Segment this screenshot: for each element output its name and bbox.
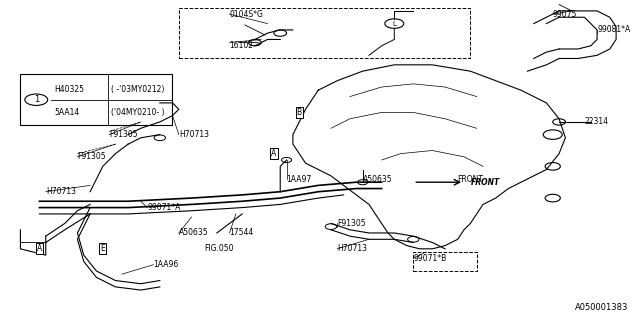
Text: A: A (271, 149, 276, 158)
Text: F91305: F91305 (109, 130, 138, 139)
Text: H70713: H70713 (337, 244, 367, 253)
Text: A: A (36, 244, 42, 253)
Text: ( -'03MY0212): ( -'03MY0212) (111, 85, 164, 94)
Bar (413, 252, 477, 271)
Text: 22314: 22314 (584, 117, 609, 126)
Text: ('04MY0210- ): ('04MY0210- ) (111, 108, 164, 117)
Text: 5AA14: 5AA14 (54, 108, 79, 117)
Text: 99081*A: 99081*A (597, 25, 630, 35)
Text: H70713: H70713 (45, 187, 76, 196)
Text: H40325: H40325 (54, 85, 84, 94)
Text: F91305: F91305 (337, 219, 366, 228)
Text: FRONT: FRONT (458, 174, 484, 184)
Text: 99071*B: 99071*B (413, 254, 447, 263)
Text: B: B (297, 108, 302, 117)
Text: H70713: H70713 (179, 130, 209, 139)
Text: L: L (392, 20, 396, 27)
Text: E: E (100, 244, 105, 253)
Text: A50635: A50635 (363, 174, 392, 184)
Text: 1AA96: 1AA96 (154, 260, 179, 269)
Text: 17544: 17544 (230, 228, 254, 237)
Text: F91305: F91305 (77, 152, 106, 161)
Text: 16102: 16102 (230, 41, 253, 50)
Text: 0104S*G: 0104S*G (230, 10, 264, 19)
Text: FIG.050: FIG.050 (204, 244, 234, 253)
Text: FRONT: FRONT (470, 178, 500, 187)
Bar (20, 74, 173, 125)
Text: 99075: 99075 (553, 10, 577, 19)
Text: 1AA97: 1AA97 (287, 174, 312, 184)
Text: A50635: A50635 (179, 228, 209, 237)
Text: 1: 1 (34, 95, 39, 104)
Text: 99071*A: 99071*A (147, 203, 180, 212)
Text: A050001383: A050001383 (575, 303, 628, 312)
